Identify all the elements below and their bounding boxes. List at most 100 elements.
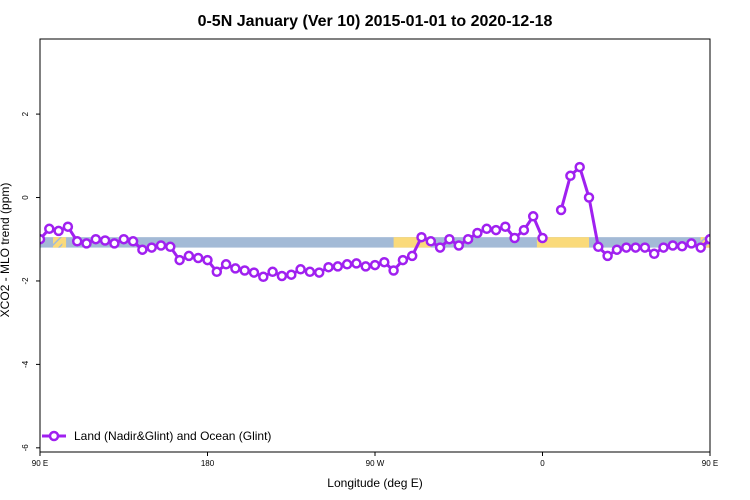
data-point xyxy=(639,242,651,253)
data-point xyxy=(295,264,306,275)
data-point xyxy=(304,266,316,278)
series-line-group xyxy=(40,165,710,279)
data-point xyxy=(286,269,297,280)
data-point xyxy=(602,250,613,262)
band-land-segment xyxy=(536,237,590,248)
y-axis-label: XCO2 - MLO trend (ppm) xyxy=(0,183,12,318)
data-point xyxy=(704,233,710,245)
band-land-segment xyxy=(393,237,431,248)
data-point xyxy=(332,261,344,272)
data-point xyxy=(630,242,641,253)
data-point xyxy=(397,254,409,266)
x-axis-label: Longitude (deg E) xyxy=(327,476,422,490)
data-point xyxy=(192,252,204,264)
data-point xyxy=(220,259,232,270)
data-point xyxy=(481,223,492,235)
data-point xyxy=(165,241,176,253)
x-axis: 90 E 180 90 W 0 90 E xyxy=(32,452,718,468)
data-point xyxy=(425,236,437,247)
data-point xyxy=(490,224,502,236)
data-point xyxy=(611,244,623,255)
data-point xyxy=(462,233,474,245)
data-point xyxy=(258,271,269,283)
data-point xyxy=(472,227,483,239)
legend-label: Land (Nadir&Glint) and Ocean (Glint) xyxy=(74,429,271,443)
data-point xyxy=(555,204,567,216)
data-point xyxy=(388,265,399,276)
data-point xyxy=(351,258,362,269)
band-mixed-segment xyxy=(53,237,63,248)
x-tick-label: 90 E xyxy=(702,459,718,468)
legend-marker-swatch xyxy=(48,430,60,442)
data-point xyxy=(71,236,83,247)
data-point xyxy=(276,270,288,282)
data-point xyxy=(53,225,64,237)
data-point xyxy=(90,233,102,245)
data-point xyxy=(565,170,576,182)
data-point xyxy=(267,266,278,278)
y-tick-label: 0 xyxy=(21,195,30,200)
data-point xyxy=(146,242,157,253)
x-tick-label: 90 W xyxy=(366,459,385,468)
data-point xyxy=(734,223,742,231)
data-point xyxy=(202,254,213,266)
series-line xyxy=(708,236,710,240)
data-point xyxy=(648,248,660,260)
data-point xyxy=(686,238,697,249)
data-point xyxy=(183,250,195,262)
data-point xyxy=(174,254,185,266)
data-point xyxy=(574,161,585,173)
data-point xyxy=(62,221,74,232)
data-point xyxy=(583,192,595,203)
data-point xyxy=(695,242,706,253)
data-point xyxy=(406,250,418,262)
data-point xyxy=(537,232,548,244)
series-point-group xyxy=(40,161,750,283)
data-point xyxy=(434,242,446,253)
data-point xyxy=(239,265,250,276)
x-tick-label: 180 xyxy=(201,459,215,468)
y-tick-label: 2 xyxy=(21,111,30,116)
data-point xyxy=(341,259,353,270)
y-tick-label: -2 xyxy=(21,277,30,285)
band-ocean xyxy=(40,237,710,248)
data-point xyxy=(99,235,111,246)
data-point xyxy=(715,225,723,233)
data-point xyxy=(118,233,130,245)
data-point xyxy=(593,241,604,253)
data-point xyxy=(658,242,669,253)
data-point xyxy=(81,238,92,249)
data-point xyxy=(323,261,334,273)
chart-title: 0-5N January (Ver 10) 2015-01-01 to 2020… xyxy=(198,13,553,30)
data-point xyxy=(500,221,511,232)
data-point xyxy=(667,240,679,251)
data-point xyxy=(444,233,455,245)
y-tick-label: -4 xyxy=(21,360,30,368)
data-point xyxy=(230,263,241,274)
data-point xyxy=(509,232,520,244)
data-point xyxy=(416,231,427,243)
data-point xyxy=(109,238,120,249)
data-point xyxy=(369,259,381,271)
data-point xyxy=(453,240,465,251)
data-point xyxy=(127,236,139,247)
y-tick-label: -6 xyxy=(21,444,30,452)
data-point xyxy=(211,266,223,278)
data-point xyxy=(725,227,733,235)
data-point xyxy=(527,211,539,222)
x-tick-label: 0 xyxy=(540,459,545,468)
data-point xyxy=(379,256,390,268)
data-point xyxy=(40,233,46,245)
data-point xyxy=(518,224,530,236)
data-point xyxy=(621,242,632,253)
data-point xyxy=(313,267,325,278)
data-point xyxy=(248,267,260,278)
data-point xyxy=(155,240,167,251)
data-point xyxy=(360,261,371,272)
x-tick-label: 90 E xyxy=(32,459,48,468)
data-point xyxy=(676,241,688,252)
data-point xyxy=(743,237,750,245)
y-axis: 2 0 -2 -4 -6 xyxy=(21,111,40,451)
data-point xyxy=(44,223,55,235)
